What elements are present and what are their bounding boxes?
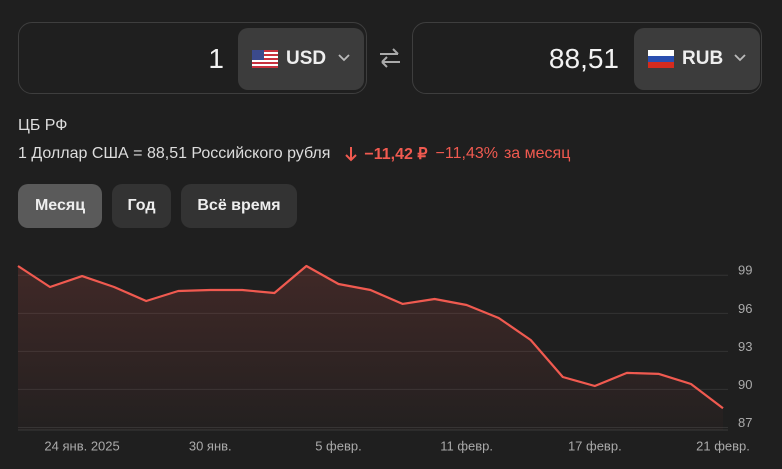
rate-text: 1 Доллар США = 88,51 Российского рубля — [18, 145, 331, 162]
y-tick-label: 96 — [738, 301, 752, 316]
y-tick-label: 93 — [738, 339, 752, 354]
y-tick-label: 90 — [738, 377, 752, 392]
x-tick-label: 21 февр. — [696, 438, 750, 453]
change-period: за месяц — [503, 145, 571, 162]
y-tick-label: 87 — [738, 415, 752, 430]
down-arrow — [345, 147, 358, 162]
usd-flag — [252, 50, 278, 68]
from-currency[interactable]: USD — [238, 28, 364, 90]
chevron — [338, 54, 350, 62]
tab-month[interactable]: Месяц — [18, 184, 102, 228]
rub-flag — [648, 50, 674, 68]
to-currency-code: RUB — [682, 48, 724, 69]
tab-all[interactable]: Всё время — [181, 184, 297, 228]
source: ЦБ РФ — [18, 117, 68, 134]
to-input[interactable]: 88,51 RUB — [412, 22, 762, 94]
change-abs: −11,42 ₽ — [364, 146, 428, 163]
swap-icon[interactable] — [378, 47, 402, 69]
area — [18, 266, 723, 430]
to-currency[interactable]: RUB — [634, 28, 760, 90]
rate-line: 1 Доллар США = 88,51 Российского рубля −… — [18, 144, 570, 164]
x-tick-label: 5 февр. — [315, 438, 362, 453]
x-tick-label: 11 февр. — [440, 438, 493, 453]
tab-year[interactable]: Год — [112, 184, 171, 228]
from-currency-code: USD — [286, 48, 327, 69]
change-pct: −11,43% — [435, 145, 498, 162]
y-tick-label: 99 — [738, 263, 752, 278]
from-amount: 1 — [208, 43, 224, 74]
chevron — [734, 54, 746, 62]
from-input[interactable]: 1 USD — [18, 22, 367, 94]
x-tick-label: 24 янв. 2025 — [44, 438, 119, 453]
x-tick-label: 17 февр. — [568, 438, 622, 453]
line — [17, 264, 724, 410]
x-tick-label: 30 янв. — [189, 438, 232, 453]
to-amount: 88,51 — [548, 43, 619, 74]
